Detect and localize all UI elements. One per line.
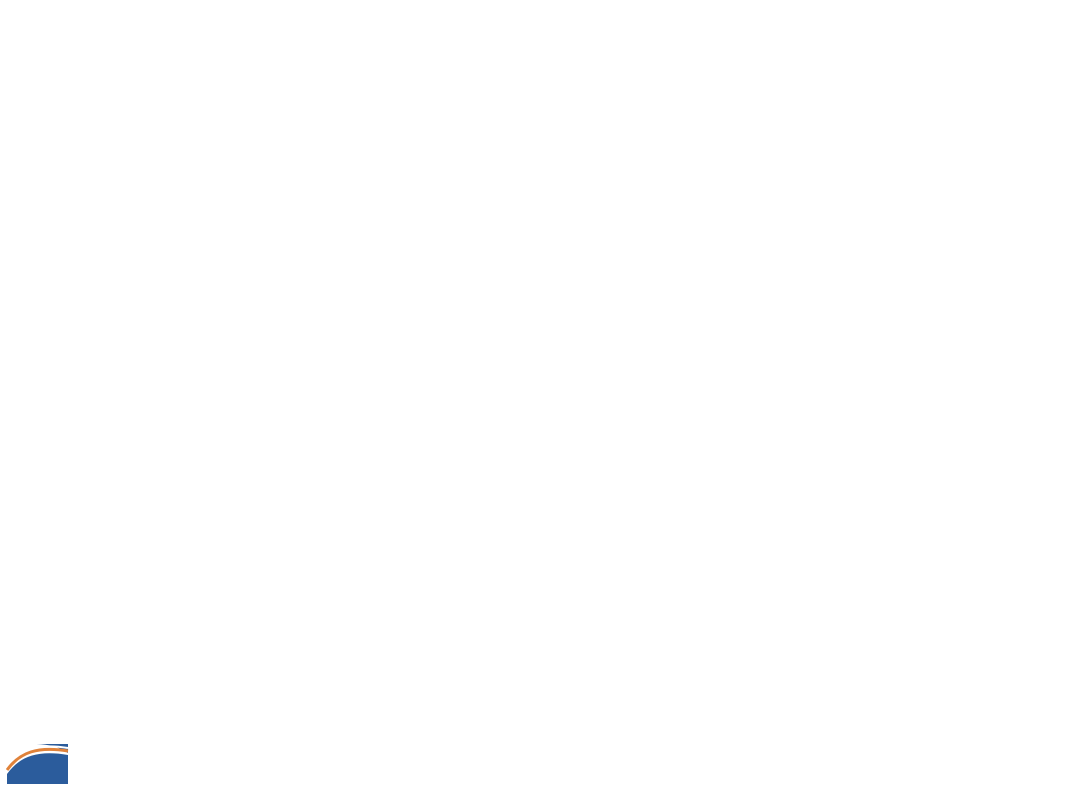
map-panel <box>0 0 1080 748</box>
map-plot <box>0 0 1080 748</box>
ncar-logo-main-swoosh <box>7 753 68 784</box>
ncar-logo-white-arc <box>6 745 69 768</box>
ncar-logo <box>6 744 69 784</box>
ncar-logo-orange-arc <box>6 747 69 771</box>
colorbar <box>0 748 1080 800</box>
